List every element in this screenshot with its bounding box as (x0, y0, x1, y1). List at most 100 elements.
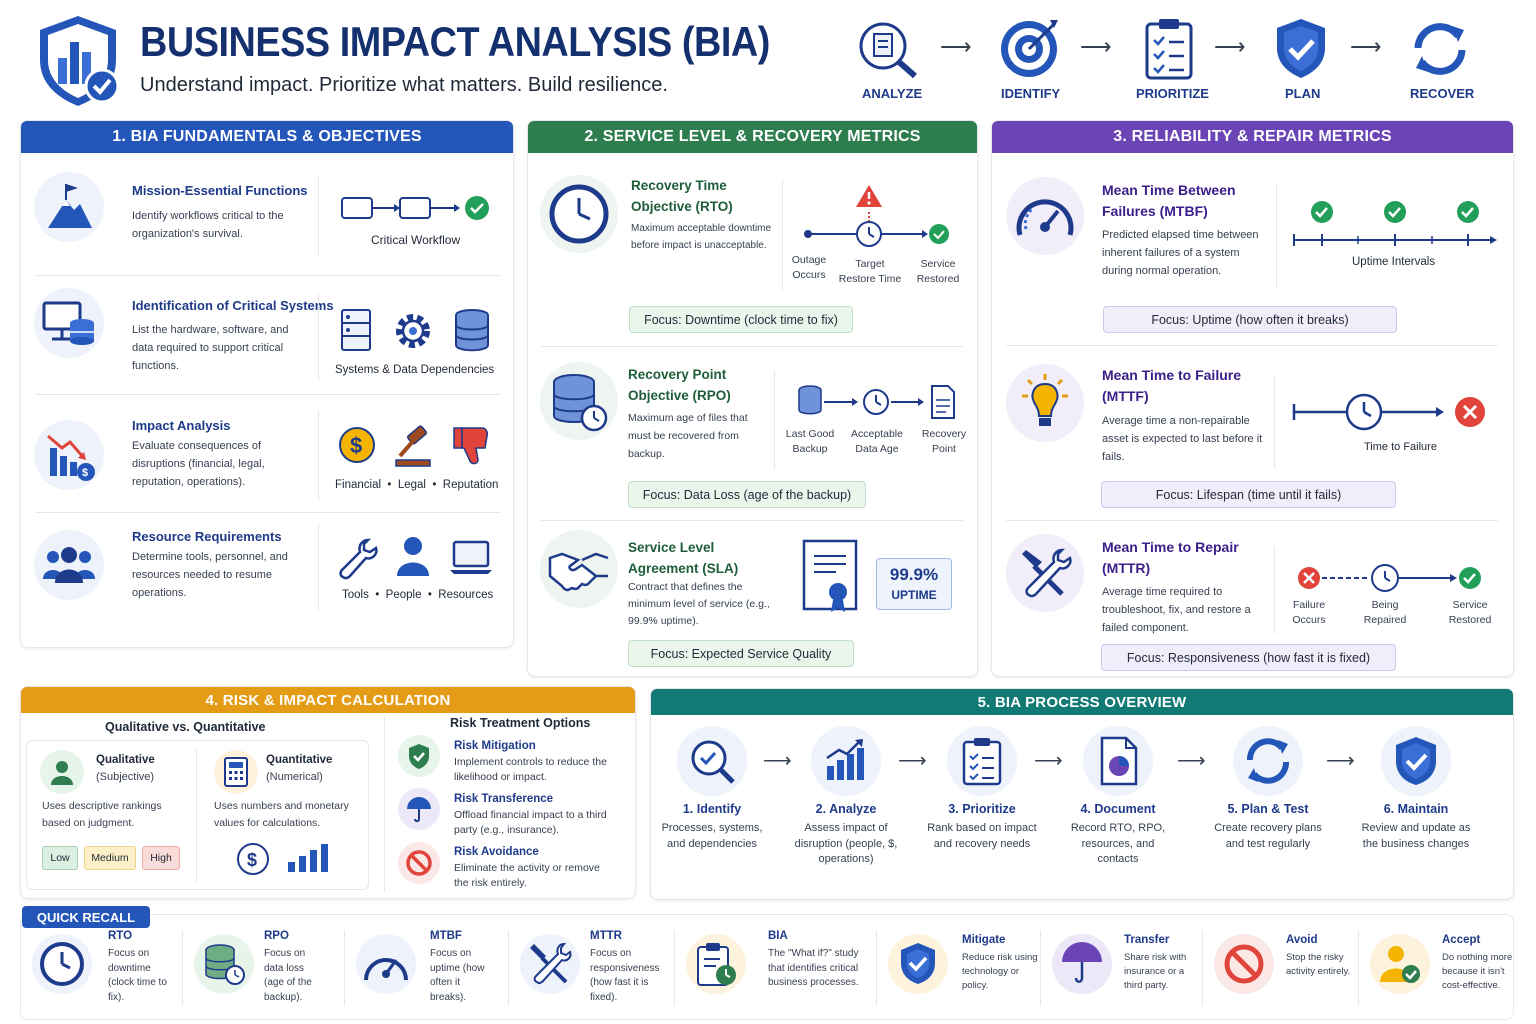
growth-chart-icon (811, 726, 881, 796)
quick-recall-term: MTBF (430, 930, 462, 942)
rto-label-restored: Service Restored (916, 258, 960, 285)
level-medium: Medium (84, 846, 136, 870)
svg-text:$: $ (350, 433, 362, 458)
quick-recall-desc: Stop the risky activity entirely. (1286, 952, 1351, 977)
clipboard-clock-icon (686, 934, 746, 994)
quant-desc: Uses numbers and monetary values for cal… (214, 800, 349, 829)
computer-database-icon (34, 288, 104, 358)
svg-text:$: $ (82, 467, 88, 479)
mttr-label-failure: Failure Occurs (1292, 599, 1326, 626)
divider (1006, 520, 1498, 521)
section-3-header: 3. RELIABILITY & REPAIR METRICS (992, 121, 1513, 153)
divider (1040, 930, 1041, 1006)
arrow-right-icon: ⟶ (1350, 34, 1382, 59)
gauge-icon (1006, 177, 1084, 255)
team-icon (34, 530, 104, 600)
s1-item-2-caption: Systems & Data Dependencies (335, 364, 495, 376)
quick-recall-term: RTO (108, 930, 133, 942)
section-4-header: 4. RISK & IMPACT CALCULATION (21, 687, 635, 713)
quick-recall-desc: The "What if?" study that identifies cri… (768, 948, 859, 988)
page-subtitle: Understand impact. Prioritize what matte… (140, 74, 668, 96)
chart-decline-icon: $ (34, 420, 104, 490)
section-1-header: 1. BIA FUNDAMENTALS & OBJECTIVES (21, 121, 513, 153)
arrow-right-icon: ⟶ (763, 750, 792, 772)
mtbf-caption: Uptime Intervals (1352, 256, 1436, 268)
option-1-title: Risk Mitigation (454, 740, 536, 752)
rpo-desc: Maximum age of files that must be recove… (628, 412, 748, 460)
mttr-focus: Focus: Responsiveness (how fast it is fi… (1101, 644, 1396, 671)
mttf-title: Mean Time to Failure (MTTF) (1102, 367, 1241, 404)
quant-paren: (Numerical) (266, 771, 323, 783)
warning-icon (855, 184, 883, 208)
refresh-cycle-icon (1233, 726, 1303, 796)
gavel-icon (392, 424, 436, 468)
divider (876, 930, 877, 1006)
quick-recall-desc: Focus on responsiveness (how fast it is … (590, 948, 660, 1003)
wrench-icon (338, 536, 378, 580)
s1-item-3-desc: Evaluate consequences of disruptions (fi… (132, 440, 265, 488)
quick-recall-item: Transfer Share risk with insurance or a t… (1052, 930, 1200, 1020)
quick-recall-item: RPO Focus on data loss (age of the backup… (194, 930, 324, 1020)
divider (318, 294, 319, 380)
dollar-coin-icon: $ (338, 426, 376, 464)
divider (36, 512, 500, 513)
mtbf-focus: Focus: Uptime (how often it breaks) (1103, 306, 1397, 333)
s1-item-4-title: Resource Requirements (132, 529, 282, 544)
recover-cycle-icon (1408, 18, 1472, 80)
divider (1276, 184, 1277, 288)
divider (782, 180, 783, 290)
shield-check-icon (888, 934, 948, 994)
process-step-title: 3. Prioritize (948, 802, 1016, 816)
sla-title: Service Level Agreement (SLA) (628, 540, 739, 576)
clipboard-checklist-icon (1142, 16, 1198, 80)
arrow-right-icon: ⟶ (1214, 34, 1246, 59)
uptime-badge-label: UPTIME (891, 588, 937, 602)
shield-check-icon (1273, 16, 1329, 80)
process-step-title: 2. Analyze (815, 802, 877, 816)
qual-paren: (Subjective) (96, 771, 155, 783)
clock-icon (540, 175, 618, 253)
rpo-timeline (790, 380, 960, 424)
prohibited-icon (398, 842, 440, 884)
quick-recall-desc: Focus on data loss (age of the backup). (264, 948, 312, 1003)
s1-item-2-desc: List the hardware, software, and data re… (132, 324, 289, 372)
process-step-desc: Create recovery plans and test regularly (1214, 822, 1322, 850)
mttf-focus: Focus: Lifespan (time until it fails) (1101, 481, 1396, 508)
s1-item-4-caption: Tools • People • Resources (342, 589, 494, 601)
rto-label-outage: Outage Occurs (791, 254, 827, 281)
shield-check-icon (1381, 726, 1451, 796)
divider (36, 275, 500, 276)
dollar-icon: $ (236, 842, 270, 876)
quick-recall-term: RPO (264, 930, 289, 942)
handshake-icon (540, 530, 618, 608)
mttf-desc: Average time a non-repairable asset is e… (1102, 415, 1263, 463)
divider (508, 930, 509, 1006)
option-3-title: Risk Avoidance (454, 846, 539, 858)
person-icon (40, 750, 84, 794)
thumbs-down-icon (452, 424, 492, 468)
divider (1274, 376, 1275, 468)
quick-recall-term: Avoid (1286, 934, 1318, 946)
quick-recall-term: MTTR (590, 930, 622, 942)
divider (541, 346, 963, 347)
quick-recall-term: BIA (768, 930, 788, 942)
gear-icon (392, 310, 434, 352)
process-step-desc: Processes, systems, and dependencies (661, 822, 763, 850)
quick-recall-label: QUICK RECALL (22, 906, 150, 928)
divider (1202, 930, 1203, 1006)
divider (318, 524, 319, 610)
section-2-header: 2. SERVICE LEVEL & RECOVERY METRICS (528, 121, 977, 153)
divider (541, 520, 963, 521)
mttf-timeline (1290, 390, 1500, 434)
divider (384, 716, 385, 892)
arrow-right-icon: ⟶ (1326, 750, 1355, 772)
divider (344, 930, 345, 1006)
quick-recall-term: Mitigate (962, 934, 1006, 946)
prohibited-icon (1214, 934, 1274, 994)
clock-icon (32, 934, 92, 994)
s1-item-1-caption: Critical Workflow (371, 233, 461, 247)
risk-options-title: Risk Treatment Options (450, 716, 591, 730)
rto-desc: Maximum acceptable downtime before impac… (631, 223, 772, 251)
quick-recall-term: Accept (1442, 934, 1481, 946)
person-check-icon (1370, 934, 1430, 994)
